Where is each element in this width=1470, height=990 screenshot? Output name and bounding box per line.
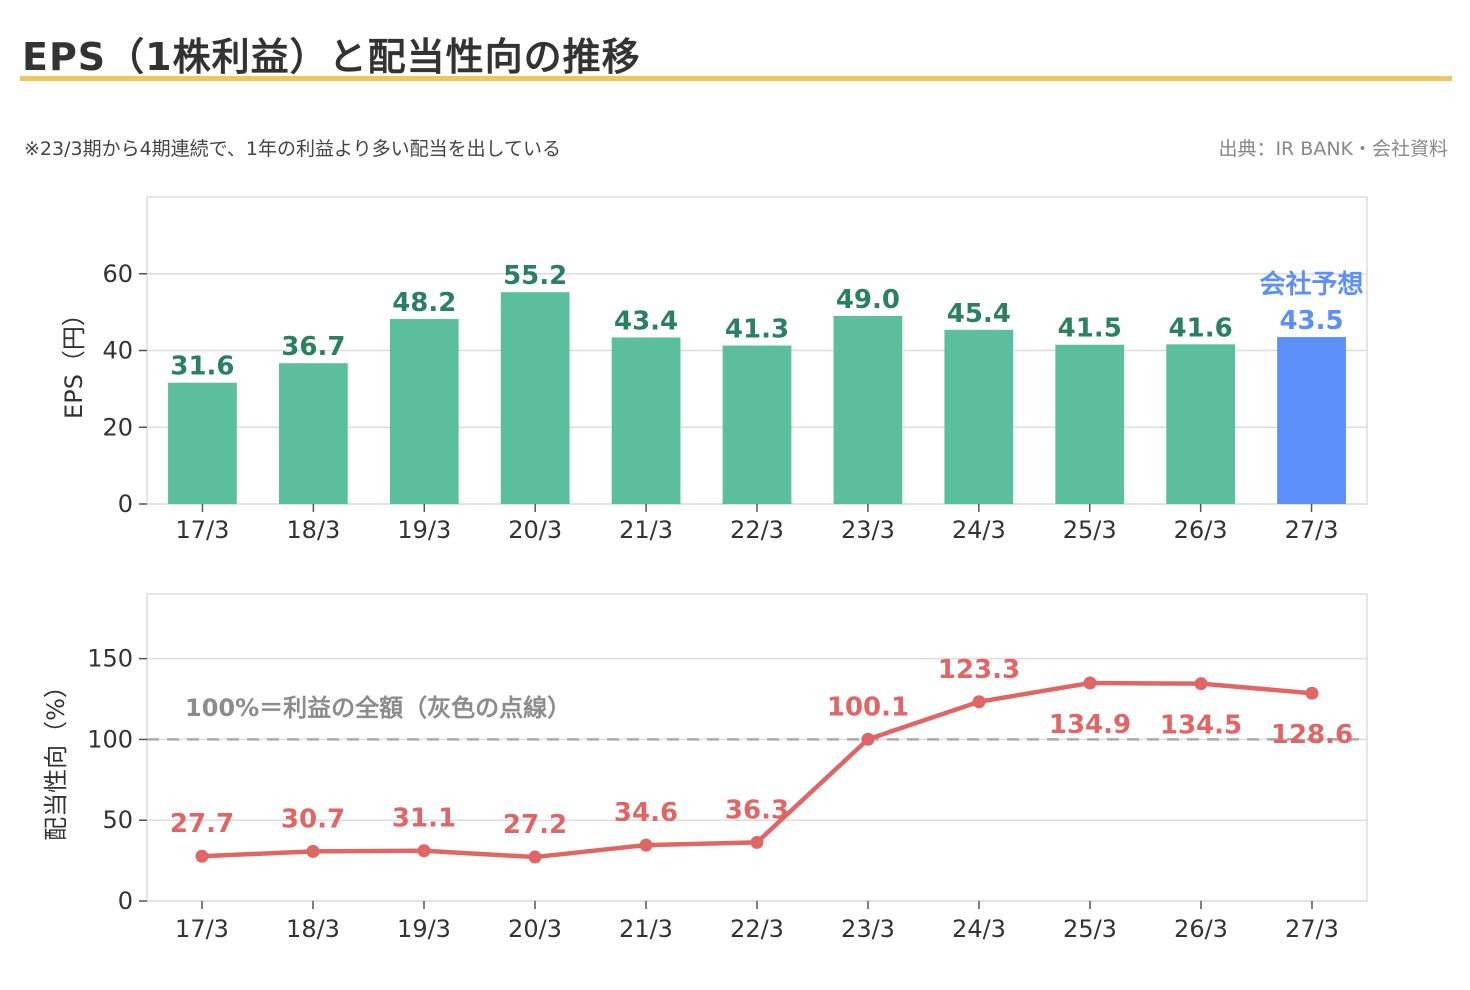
eps-bar-value-label: 55.2	[503, 261, 567, 291]
payout-data-point	[639, 838, 653, 852]
eps-x-tick-label: 19/3	[397, 516, 451, 544]
payout-value-label: 128.6	[1271, 720, 1353, 750]
eps-bar-value-label: 48.2	[392, 288, 456, 318]
eps-bar	[168, 382, 237, 504]
payout-x-tick-label: 20/3	[508, 915, 562, 943]
eps-y-axis-title: EPS（円）	[60, 302, 88, 419]
eps-bar	[389, 319, 459, 504]
payout-x-tick-label: 18/3	[286, 915, 340, 943]
eps-bar-value-label: 43.4	[614, 306, 678, 336]
eps-bar-value-label: 49.0	[836, 285, 900, 315]
eps-x-tick-label: 26/3	[1174, 516, 1228, 544]
eps-bar	[722, 345, 792, 504]
eps-bar-forecast	[1277, 337, 1346, 504]
eps-x-tick-label: 27/3	[1285, 516, 1339, 544]
payout-value-label: 134.9	[1049, 710, 1131, 740]
source-credit: 出典：IR BANK・会社資料	[1218, 138, 1448, 160]
payout-x-tick-label: 24/3	[952, 915, 1006, 943]
eps-bar	[833, 315, 903, 504]
payout-data-point	[528, 850, 542, 864]
eps-bar-value-label: 41.6	[1169, 313, 1233, 343]
eps-bar	[500, 292, 570, 504]
payout-value-label: 134.5	[1160, 711, 1242, 741]
eps-bar	[1055, 344, 1125, 504]
eps-y-tick-label: 20	[102, 413, 133, 441]
payout-value-label: 31.1	[392, 804, 456, 834]
payout-data-point	[306, 844, 320, 858]
payout-data-point	[750, 835, 764, 849]
payout-data-point	[1194, 677, 1208, 691]
eps-bar-value-label: 41.5	[1058, 314, 1122, 344]
eps-x-tick-label: 20/3	[508, 516, 562, 544]
eps-x-tick-label: 24/3	[952, 516, 1006, 544]
payout-value-label: 100.1	[827, 692, 909, 722]
payout-x-tick-label: 26/3	[1174, 915, 1228, 943]
eps-x-tick-label: 18/3	[286, 516, 340, 544]
payout-data-point	[1305, 686, 1319, 700]
eps-bar-value-label: 36.7	[281, 332, 345, 362]
payout-x-tick-label: 21/3	[619, 915, 673, 943]
payout-data-point	[1083, 676, 1097, 690]
eps-y-tick-label: 40	[102, 337, 133, 365]
eps-x-tick-label: 17/3	[176, 516, 230, 544]
reference-line-annotation: 100%＝利益の全額（灰色の点線）	[185, 694, 571, 722]
eps-y-tick-label: 60	[102, 260, 133, 288]
forecast-label: 会社予想	[1260, 269, 1364, 300]
eps-x-tick-label: 22/3	[730, 516, 784, 544]
payout-data-point	[417, 844, 431, 858]
eps-bar	[611, 337, 681, 504]
payout-x-tick-label: 23/3	[841, 915, 895, 943]
eps-bar-value-label: 45.4	[947, 299, 1011, 329]
payout-x-tick-label: 27/3	[1285, 915, 1339, 943]
eps-bar-value-label: 41.3	[725, 315, 789, 345]
payout-data-point	[972, 695, 986, 709]
eps-bar-value-label: 31.6	[170, 352, 234, 382]
payout-y-tick-label: 50	[102, 806, 133, 834]
eps-bar	[1166, 344, 1236, 504]
eps-bar	[944, 329, 1014, 504]
eps-y-tick-label: 0	[118, 490, 133, 518]
payout-y-axis-title: 配当性向（%）	[42, 674, 70, 841]
payout-value-label: 36.3	[725, 795, 789, 825]
payout-x-tick-label: 25/3	[1063, 915, 1117, 943]
payout-value-label: 123.3	[938, 655, 1020, 685]
eps-bar	[278, 363, 348, 504]
payout-value-label: 34.6	[614, 798, 678, 828]
payout-y-tick-label: 150	[87, 645, 133, 673]
payout-x-tick-label: 17/3	[175, 915, 229, 943]
eps-x-tick-label: 21/3	[619, 516, 673, 544]
eps-x-tick-label: 25/3	[1063, 516, 1117, 544]
chart-note: ※23/3期から4期連続で、1年の利益より多い配当を出している	[24, 138, 562, 160]
payout-y-tick-label: 100	[87, 725, 133, 753]
eps-bar-value-label: 43.5	[1279, 306, 1343, 336]
payout-y-tick-label: 0	[118, 887, 133, 915]
payout-x-tick-label: 22/3	[730, 915, 784, 943]
page-title: EPS（1株利益）と配当性向の推移	[22, 35, 641, 79]
payout-value-label: 30.7	[281, 804, 345, 834]
payout-value-label: 27.7	[170, 809, 234, 839]
payout-plot-frame	[146, 593, 1368, 902]
eps-x-tick-label: 23/3	[841, 516, 895, 544]
payout-data-point	[195, 849, 209, 863]
payout-x-tick-label: 19/3	[397, 915, 451, 943]
title-underline	[20, 76, 1452, 81]
payout-value-label: 27.2	[503, 810, 567, 840]
payout-data-point	[861, 732, 875, 746]
